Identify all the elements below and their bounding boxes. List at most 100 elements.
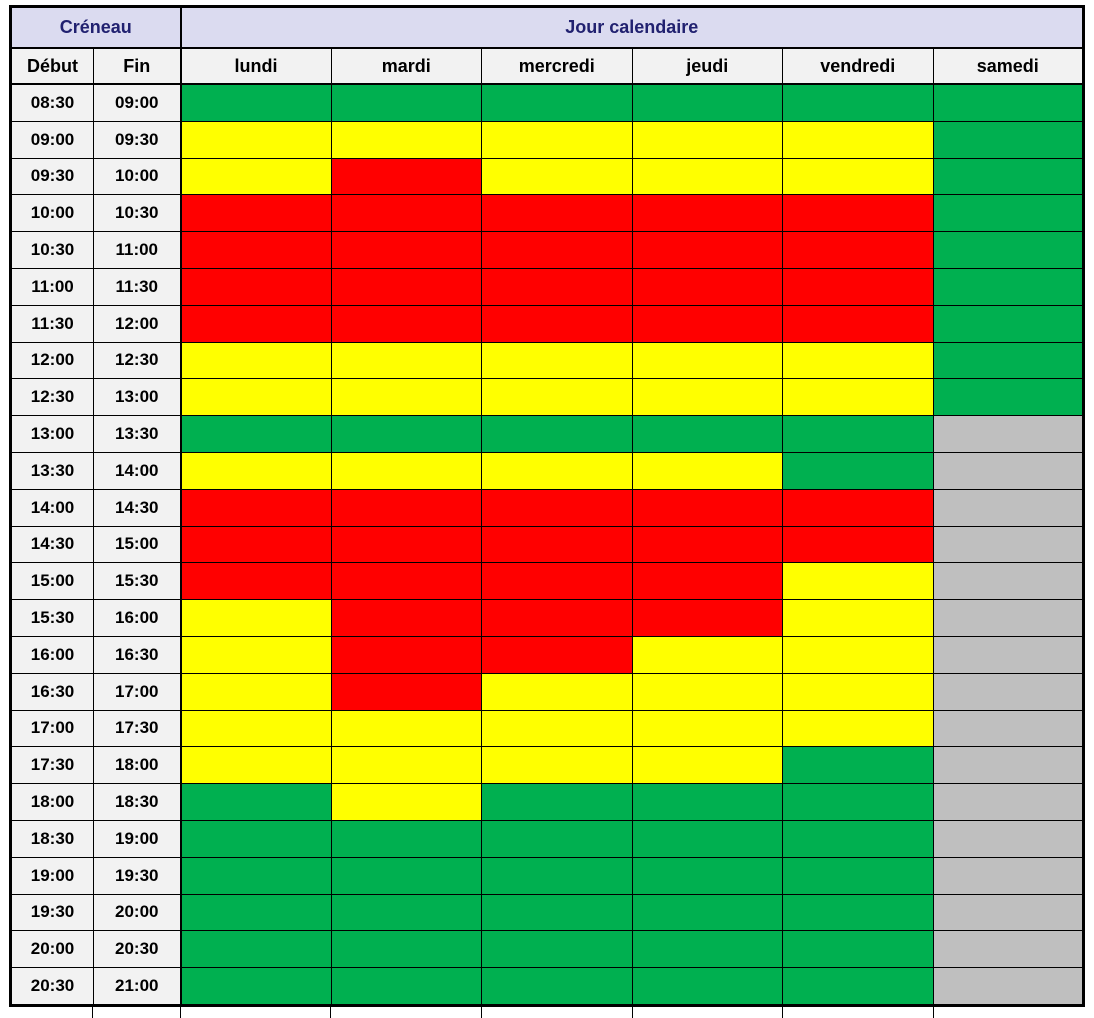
- availability-cell-gray: [932, 893, 1084, 932]
- availability-cell-red: [330, 672, 482, 711]
- availability-cell-red: [481, 304, 633, 343]
- availability-cell-red: [330, 157, 482, 196]
- slot-start-time: 15:30: [10, 599, 94, 637]
- availability-cell-red: [179, 304, 332, 343]
- day-header-jeudi: jeudi: [631, 47, 783, 85]
- availability-cell-yellow: [782, 635, 934, 674]
- availability-cell-red: [481, 488, 633, 527]
- slot-start-time: 11:00: [10, 267, 94, 306]
- slot-end-time: 15:30: [93, 562, 181, 601]
- availability-cell-gray: [932, 599, 1084, 637]
- availability-cell-yellow: [782, 378, 934, 417]
- availability-cell-yellow: [330, 451, 482, 490]
- availability-cell-red: [330, 267, 482, 306]
- time-slot-row: 20:00 20:30: [10, 930, 1084, 969]
- availability-cell-gray: [932, 415, 1084, 453]
- availability-cell-green: [330, 967, 482, 1006]
- grid-line-stub: [330, 1007, 331, 1018]
- slot-start-time: 19:30: [10, 893, 94, 932]
- availability-cell-gray: [932, 746, 1084, 785]
- availability-cell-yellow: [782, 120, 934, 159]
- availability-cell-red: [631, 525, 783, 564]
- slot-end-time: 17:00: [93, 672, 181, 711]
- availability-cell-gray: [932, 856, 1084, 895]
- availability-cell-green: [782, 856, 934, 895]
- slot-end-time: 14:00: [93, 451, 181, 490]
- availability-cell-green: [932, 304, 1084, 343]
- availability-cell-yellow: [481, 672, 633, 711]
- availability-cell-red: [330, 304, 482, 343]
- slot-start-time: 11:30: [10, 304, 94, 343]
- availability-cell-red: [631, 194, 783, 233]
- availability-cell-yellow: [481, 341, 633, 380]
- grid-line-stub: [782, 1007, 783, 1018]
- availability-cell-green: [179, 967, 332, 1006]
- slot-start-time: 12:30: [10, 378, 94, 417]
- slot-end-time: 10:30: [93, 194, 181, 233]
- availability-cell-green: [932, 267, 1084, 306]
- availability-cell-green: [330, 83, 482, 122]
- slot-start-time: 16:30: [10, 672, 94, 711]
- time-slot-row: 08:30 09:00: [10, 83, 1084, 122]
- availability-cell-green: [631, 930, 783, 969]
- availability-cell-red: [330, 231, 482, 269]
- availability-cell-green: [481, 783, 633, 821]
- day-header-vendredi: vendredi: [782, 47, 934, 85]
- debut-column-header: Début: [10, 47, 94, 85]
- slot-start-time: 08:30: [10, 83, 94, 122]
- time-slot-row: 09:00 09:30: [10, 120, 1084, 159]
- slot-end-time: 17:30: [93, 709, 181, 748]
- availability-cell-yellow: [782, 157, 934, 196]
- slot-end-time: 10:00: [93, 157, 181, 196]
- availability-cell-green: [481, 893, 633, 932]
- availability-cell-green: [782, 930, 934, 969]
- availability-cell-gray: [932, 672, 1084, 711]
- slot-start-time: 10:00: [10, 194, 94, 233]
- availability-cell-yellow: [481, 378, 633, 417]
- creneau-group-header: Créneau: [10, 6, 181, 49]
- availability-cell-yellow: [782, 672, 934, 711]
- availability-cell-gray: [932, 562, 1084, 601]
- availability-cell-gray: [932, 525, 1084, 564]
- availability-cell-green: [179, 893, 332, 932]
- availability-cell-yellow: [782, 599, 934, 637]
- slot-start-time: 10:30: [10, 231, 94, 269]
- availability-cell-green: [330, 415, 482, 453]
- availability-cell-yellow: [330, 341, 482, 380]
- availability-cell-green: [179, 83, 332, 122]
- availability-cell-green: [932, 231, 1084, 269]
- availability-cell-yellow: [330, 746, 482, 785]
- availability-cell-green: [330, 856, 482, 895]
- availability-cell-red: [631, 599, 783, 637]
- availability-cell-yellow: [179, 709, 332, 748]
- slot-end-time: 16:30: [93, 635, 181, 674]
- availability-cell-green: [481, 415, 633, 453]
- availability-cell-green: [782, 819, 934, 858]
- availability-cell-yellow: [330, 120, 482, 159]
- availability-cell-gray: [932, 783, 1084, 821]
- availability-cell-yellow: [481, 709, 633, 748]
- availability-cell-green: [932, 157, 1084, 196]
- availability-cell-green: [631, 893, 783, 932]
- availability-cell-yellow: [330, 378, 482, 417]
- slot-end-time: 19:30: [93, 856, 181, 895]
- availability-cell-green: [330, 893, 482, 932]
- availability-cell-green: [782, 893, 934, 932]
- time-slot-row: 18:30 19:00: [10, 819, 1084, 858]
- availability-cell-red: [481, 635, 633, 674]
- slot-end-time: 20:00: [93, 893, 181, 932]
- availability-cell-green: [179, 930, 332, 969]
- time-slot-row: 16:00 16:30: [10, 635, 1084, 674]
- availability-cell-green: [932, 120, 1084, 159]
- availability-cell-red: [481, 562, 633, 601]
- time-slot-row: 19:00 19:30: [10, 856, 1084, 895]
- slot-end-time: 19:00: [93, 819, 181, 858]
- availability-cell-red: [179, 231, 332, 269]
- availability-cell-yellow: [179, 599, 332, 637]
- availability-cell-yellow: [631, 120, 783, 159]
- availability-cell-yellow: [481, 451, 633, 490]
- availability-cell-green: [481, 856, 633, 895]
- availability-cell-green: [179, 783, 332, 821]
- availability-cell-green: [932, 378, 1084, 417]
- availability-cell-green: [179, 819, 332, 858]
